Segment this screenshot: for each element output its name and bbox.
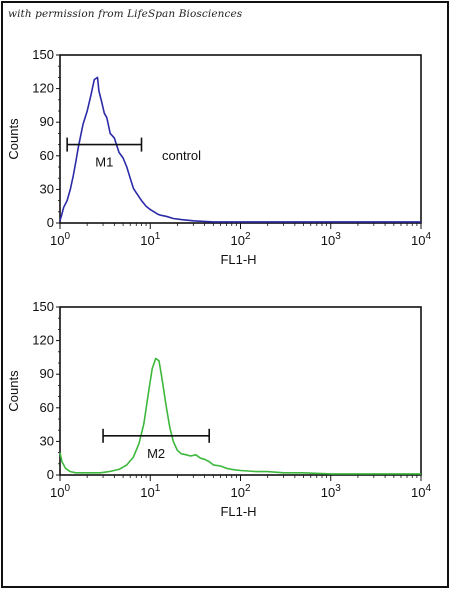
x-tick-label: 102 [230, 231, 250, 248]
gate-label: M1 [95, 155, 113, 170]
x-tick-exponent: 0 [64, 231, 70, 242]
y-axis-label: Counts [6, 370, 21, 412]
x-tick-label: 100 [50, 483, 70, 500]
histogram-series-line [59, 76, 421, 223]
x-axis-label: FL1-H [220, 504, 256, 519]
y-tick-label: 0 [47, 467, 54, 482]
x-tick-exponent: 2 [245, 231, 251, 242]
y-tick-label: 60 [40, 148, 54, 163]
x-tick-label: 103 [321, 483, 341, 500]
x-tick-label: 103 [321, 231, 341, 248]
x-tick-exponent: 3 [335, 483, 341, 494]
y-tick-label: 30 [40, 433, 54, 448]
y-axis-label: Counts [6, 118, 21, 160]
y-tick-label: 90 [40, 114, 54, 129]
y-tick-label: 150 [32, 299, 54, 314]
x-tick-exponent: 1 [155, 231, 161, 242]
x-tick-exponent: 3 [335, 231, 341, 242]
x-axis-label: FL1-H [220, 252, 256, 267]
x-tick-label: 100 [50, 231, 70, 248]
histogram-series-line [59, 357, 421, 475]
x-tick-exponent: 2 [245, 483, 251, 494]
y-tick-label: 90 [40, 366, 54, 381]
y-tick-label: 60 [40, 400, 54, 415]
y-tick-label: 120 [32, 81, 54, 96]
y-tick-label: 0 [47, 215, 54, 230]
x-tick-label: 102 [230, 483, 250, 500]
annotation-label: control [162, 148, 201, 163]
gate-label: M2 [147, 446, 165, 461]
x-tick-exponent: 4 [425, 231, 431, 242]
permission-note: with permission from LifeSpan Bioscience… [8, 8, 243, 20]
x-tick-label: 104 [411, 231, 431, 248]
x-tick-label: 101 [140, 231, 160, 248]
plot-area [59, 306, 422, 476]
y-tick-label: 120 [32, 333, 54, 348]
y-tick-label: 30 [40, 181, 54, 196]
x-tick-label: 101 [140, 483, 160, 500]
x-tick-exponent: 1 [155, 483, 161, 494]
y-tick-label: 150 [32, 47, 54, 62]
x-tick-exponent: 0 [64, 483, 70, 494]
x-tick-label: 104 [411, 483, 431, 500]
x-tick-exponent: 4 [425, 483, 431, 494]
